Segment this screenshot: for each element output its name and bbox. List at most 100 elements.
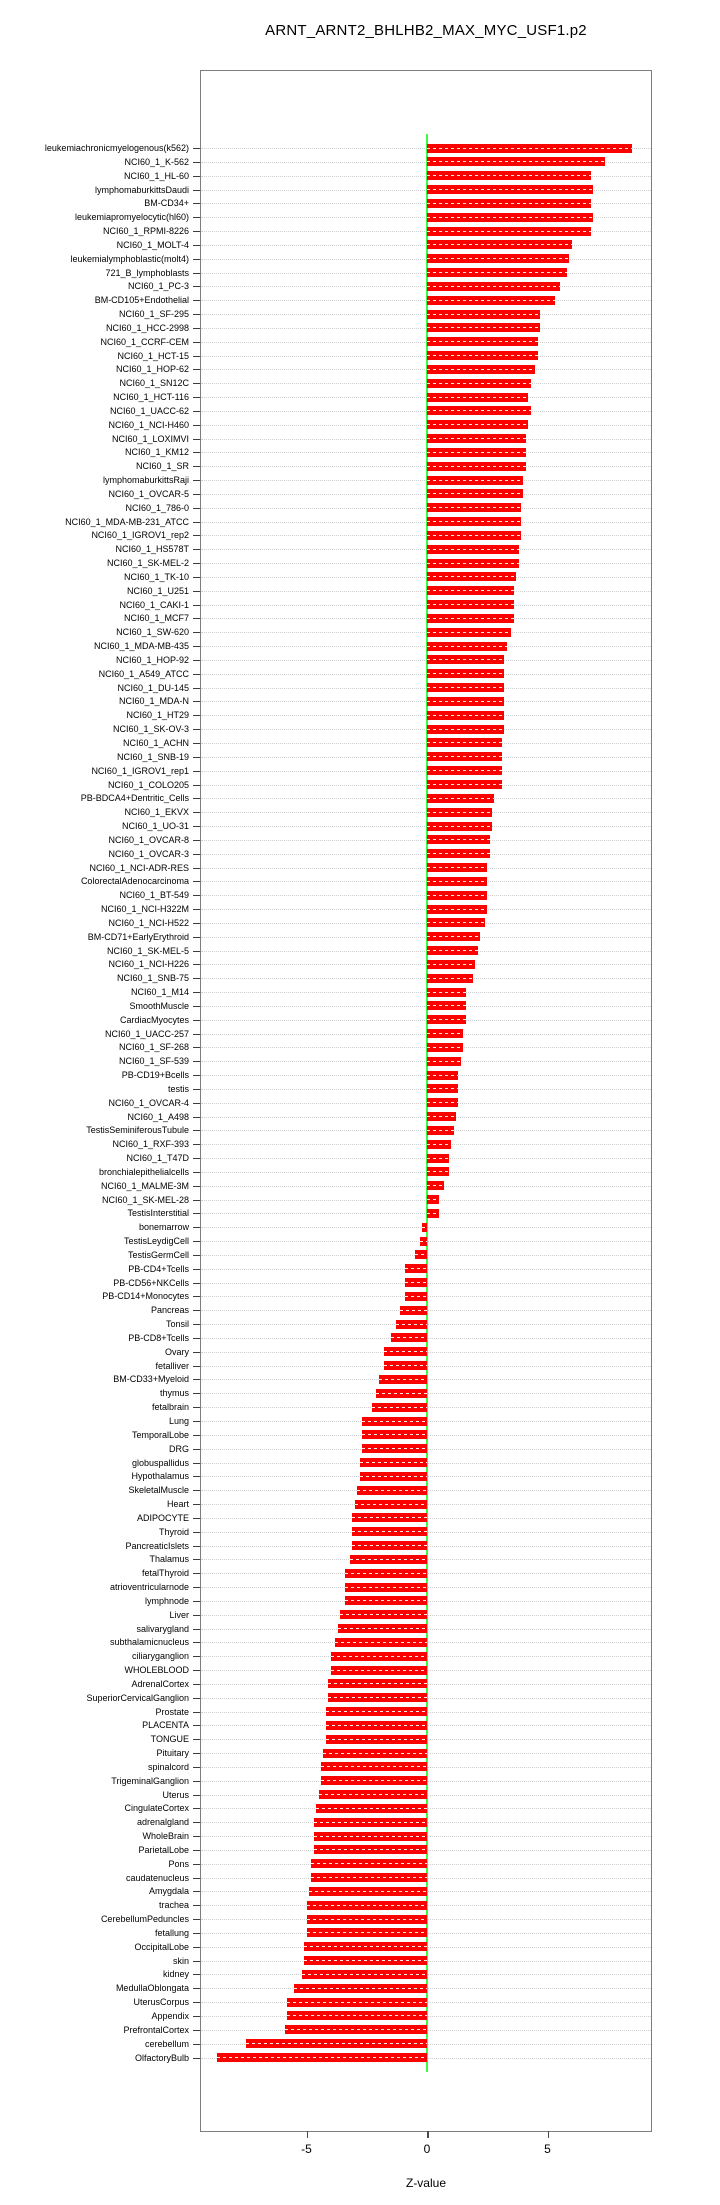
bar — [427, 295, 555, 305]
row-tick — [193, 1946, 200, 1948]
x-axis-title: Z-value — [405, 2176, 446, 2190]
bar — [427, 240, 572, 250]
bar — [427, 406, 531, 416]
row-tick — [193, 618, 200, 620]
row-tick — [193, 1061, 200, 1063]
bar — [427, 1125, 454, 1135]
row-tick — [193, 1324, 200, 1326]
row-tick — [193, 1476, 200, 1478]
row-label: globuspallidus — [131, 1457, 189, 1468]
bar — [427, 392, 529, 402]
bar — [306, 1928, 427, 1938]
row-tick — [193, 161, 200, 163]
row-label: adrenalgland — [136, 1817, 189, 1828]
bar — [405, 1278, 427, 1288]
row-label: Hypothalamus — [131, 1471, 189, 1482]
bar — [427, 1208, 440, 1218]
row-label: Uterus — [162, 1789, 189, 1800]
row-tick — [193, 1019, 200, 1021]
row-tick — [193, 812, 200, 814]
row-label: Pituitary — [156, 1748, 189, 1759]
bar — [311, 1873, 427, 1883]
row-tick — [193, 2043, 200, 2045]
row-label: fetalbrain — [151, 1402, 189, 1413]
row-label: NCI60_1_OVCAR-4 — [108, 1097, 189, 1108]
row-label: NCI60_1_M14 — [130, 987, 189, 998]
row-label: Appendix — [151, 2010, 189, 2021]
row-label: NCI60_1_KM12 — [124, 447, 189, 458]
row-tick — [193, 300, 200, 302]
row-tick — [193, 1075, 200, 1077]
row-tick — [193, 1504, 200, 1506]
row-label: fetallung — [154, 1927, 189, 1938]
row-tick — [193, 1365, 200, 1367]
row-label: Amygdala — [148, 1886, 189, 1897]
bar — [427, 600, 514, 610]
bar — [217, 2053, 427, 2062]
row-label: NCI60_1_EKVX — [124, 807, 189, 818]
row-label: NCI60_1_SF-539 — [118, 1056, 189, 1067]
row-label: TestisSeminiferousTubule — [86, 1125, 189, 1136]
row-tick — [193, 1683, 200, 1685]
bar — [330, 1651, 428, 1661]
row-label: Tonsil — [165, 1319, 189, 1330]
bar — [427, 655, 505, 665]
x-axis-tick-label: -5 — [301, 2142, 312, 2156]
bar — [427, 544, 519, 554]
row-label: lymphomaburkittsRaji — [102, 475, 189, 486]
row-label: skin — [172, 1955, 189, 1966]
row-label: NCI60_1_COLO205 — [107, 779, 189, 790]
row-tick — [193, 950, 200, 952]
row-label: NCI60_1_U251 — [126, 585, 189, 596]
row-tick — [193, 217, 200, 219]
row-label: DRG — [169, 1443, 189, 1454]
row-tick — [193, 1517, 200, 1519]
row-label: NCI60_1_SK-MEL-5 — [106, 945, 189, 956]
row-tick — [193, 853, 200, 855]
bar — [361, 1444, 428, 1454]
bar — [427, 890, 488, 900]
bar — [427, 1195, 440, 1205]
row-label: BM-CD105+Endothelial — [94, 295, 189, 306]
row-label: NCI60_1_ACHN — [122, 737, 189, 748]
row-label: UterusCorpus — [133, 1997, 189, 2008]
row-tick — [193, 521, 200, 523]
bar — [357, 1485, 427, 1495]
row-label: NCI60_1_MCF7 — [123, 613, 189, 624]
row-tick — [193, 231, 200, 233]
bar — [352, 1527, 427, 1537]
bar — [361, 1430, 428, 1440]
row-label: OccipitalLobe — [134, 1941, 189, 1952]
bar — [311, 1859, 427, 1869]
bar — [304, 1942, 427, 1952]
row-label: lymphnode — [144, 1595, 189, 1606]
row-label: CerebellumPeduncles — [100, 1914, 189, 1925]
bar — [427, 461, 526, 471]
bar — [427, 959, 476, 969]
row-tick — [193, 1849, 200, 1851]
row-tick — [193, 1185, 200, 1187]
bar — [427, 876, 488, 886]
row-label: CingulateCortex — [124, 1803, 189, 1814]
bar — [405, 1291, 427, 1301]
row-label: NCI60_1_OVCAR-3 — [108, 848, 189, 859]
row-label: NCI60_1_HOP-62 — [115, 364, 189, 375]
bar — [301, 1969, 428, 1979]
row-label: TrigeminalGanglion — [111, 1775, 189, 1786]
bar — [427, 185, 594, 194]
row-tick — [193, 244, 200, 246]
row-label: NCI60_1_HS578T — [115, 544, 189, 555]
row-tick — [193, 286, 200, 288]
bar — [427, 1070, 459, 1080]
row-tick — [193, 964, 200, 966]
bar — [427, 254, 570, 264]
x-axis-tick-label: 0 — [423, 2142, 431, 2156]
bar — [427, 1056, 461, 1066]
bar — [427, 973, 473, 983]
row-label: NCI60_1_UO-31 — [121, 821, 189, 831]
row-tick — [193, 2015, 200, 2017]
bar — [318, 1790, 428, 1800]
row-label: PB-CD56+NKCells — [113, 1277, 189, 1288]
bar — [328, 1693, 427, 1703]
row-label: NCI60_1_K-562 — [124, 156, 189, 167]
